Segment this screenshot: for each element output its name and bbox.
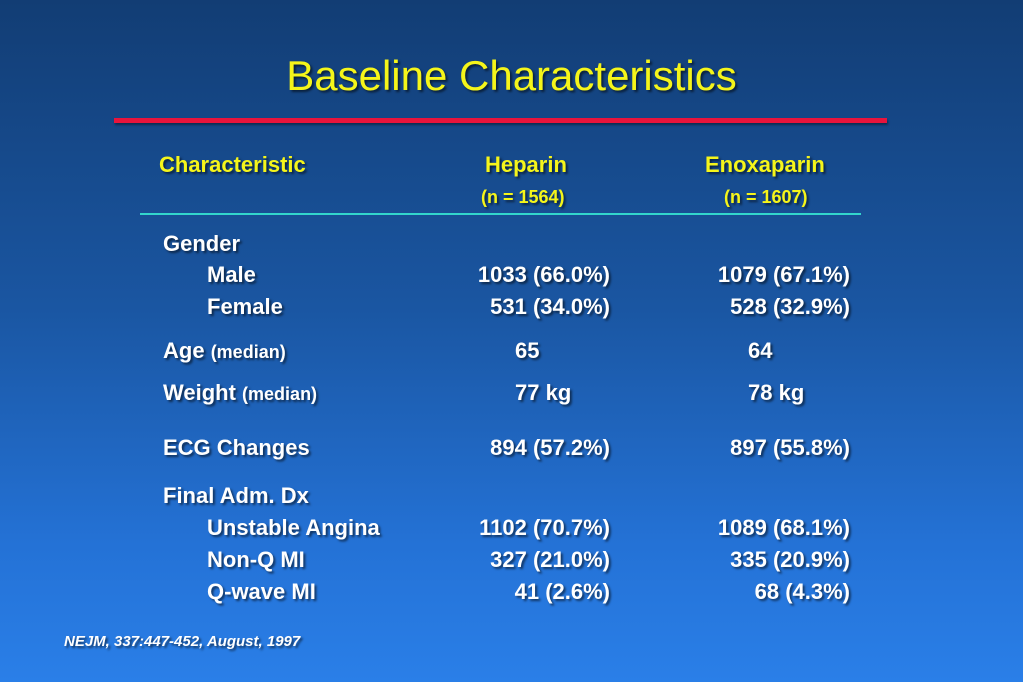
row-ecg-heparin: 894 (57.2%) (490, 435, 610, 460)
header-divider (140, 213, 861, 215)
row-non-q-mi-heparin: 327 (21.0%) (490, 547, 610, 572)
row-non-q-mi-enoxaparin: 335 (20.9%) (730, 547, 850, 572)
row-unstable-angina-enoxaparin: 1089 (68.1%) (717, 515, 850, 540)
row-ecg-label: ECG Changes (163, 435, 310, 460)
row-unstable-angina-label: Unstable Angina (207, 515, 380, 540)
row-male-heparin: 1033 (66.0%) (477, 262, 610, 287)
row-female-label: Female (207, 294, 283, 319)
row-ecg-enoxaparin: 897 (55.8%) (730, 435, 850, 460)
row-female-enoxaparin: 528 (32.9%) (730, 294, 850, 319)
citation: NEJM, 337:447-452, August, 1997 (64, 633, 301, 650)
row-gender-label: Gender (163, 231, 241, 256)
row-weight-enoxaparin: 78 kg (748, 380, 805, 405)
row-q-wave-mi-heparin: 41 (2.6%) (514, 579, 610, 604)
header-enoxaparin: Enoxaparin (705, 152, 825, 177)
row-weight-heparin: 77 kg (515, 380, 572, 405)
slide-title: Baseline Characteristics (286, 52, 737, 99)
row-age: Age (median) (163, 338, 286, 364)
header-heparin: Heparin (485, 152, 567, 177)
row-male-enoxaparin: 1079 (67.1%) (717, 262, 850, 287)
row-final-dx-label: Final Adm. Dx (163, 483, 309, 508)
row-weight-label: Weight (163, 380, 236, 405)
row-non-q-mi-label: Non-Q MI (207, 547, 305, 572)
title-underline (114, 118, 887, 123)
row-age-label: Age (163, 338, 205, 363)
row-unstable-angina-heparin: 1102 (70.7%) (479, 515, 610, 540)
row-weight: Weight (median) (163, 380, 317, 406)
row-age-qualifier: (median) (210, 342, 286, 362)
row-female-heparin: 531 (34.0%) (490, 294, 610, 319)
row-male-label: Male (207, 262, 256, 287)
row-weight-qualifier: (median) (242, 384, 318, 404)
header-characteristic: Characteristic (159, 152, 306, 177)
header-heparin-n: (n = 1564) (481, 187, 565, 207)
row-q-wave-mi-enoxaparin: 68 (4.3%) (754, 579, 850, 604)
row-age-heparin: 65 (515, 338, 540, 363)
row-q-wave-mi-label: Q-wave MI (207, 579, 316, 604)
row-age-enoxaparin: 64 (748, 338, 773, 363)
header-enoxaparin-n: (n = 1607) (724, 187, 808, 207)
